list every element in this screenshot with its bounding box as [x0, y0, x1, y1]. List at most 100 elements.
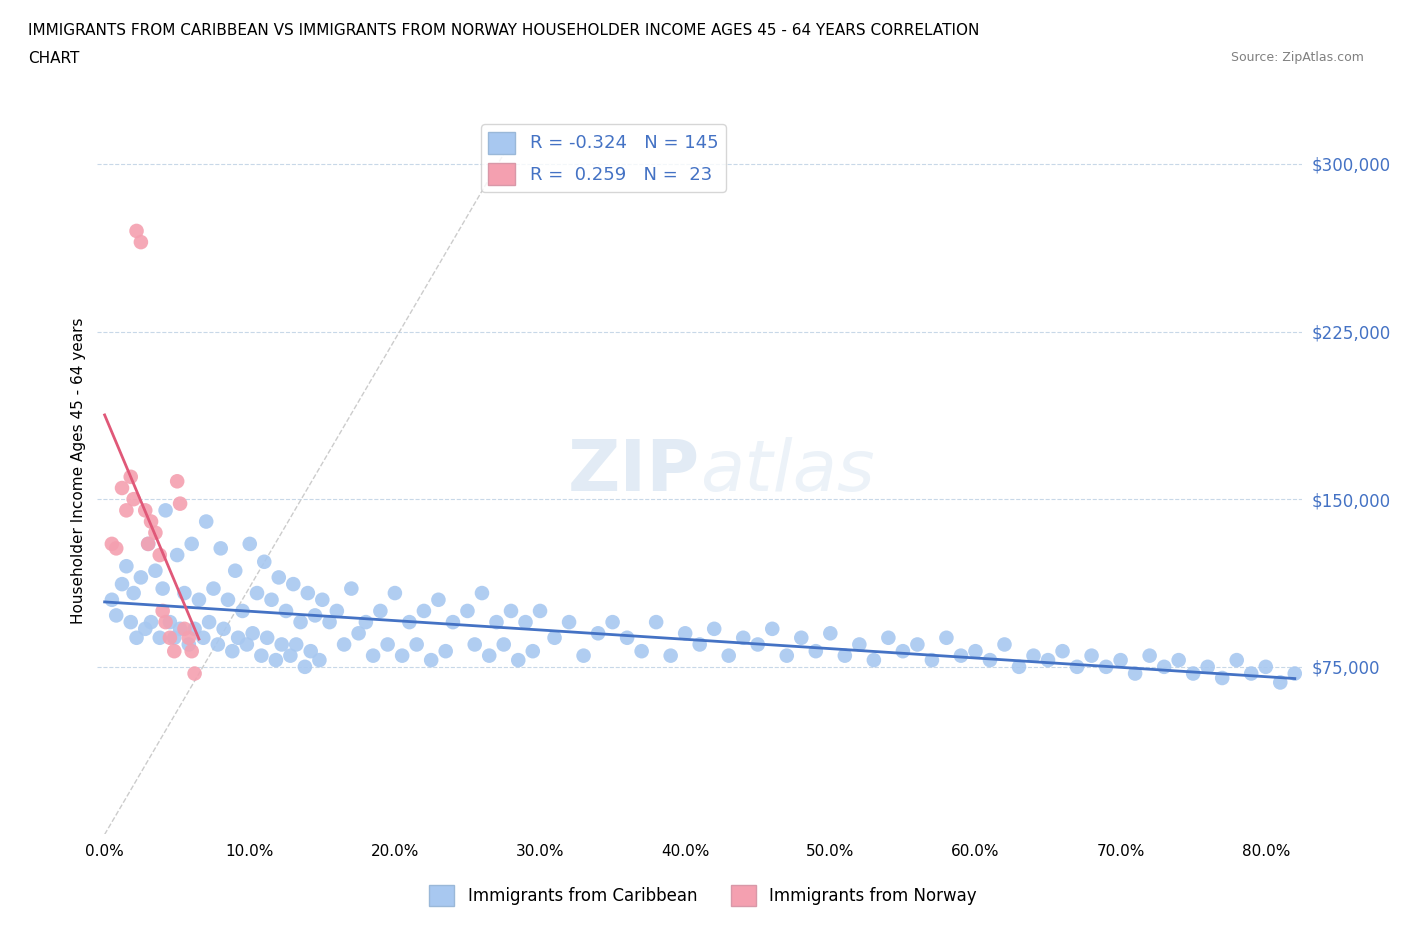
Point [543, 631, 565, 645]
Point [101, 537, 124, 551]
Point [260, 592, 283, 607]
Point [441, 615, 464, 630]
Point [1052, 644, 1074, 658]
Point [159, 615, 181, 630]
Point [217, 592, 239, 607]
Point [1022, 648, 1045, 663]
Point [405, 637, 427, 652]
Point [224, 564, 246, 578]
Point [877, 631, 900, 645]
Point [166, 474, 188, 489]
Point [420, 653, 443, 668]
Point [122, 492, 145, 507]
Point [304, 608, 326, 623]
Point [195, 514, 218, 529]
Text: ZIP: ZIP [568, 437, 700, 506]
Point [1254, 659, 1277, 674]
Point [1211, 671, 1233, 685]
Text: Source: ZipAtlas.com: Source: ZipAtlas.com [1230, 51, 1364, 64]
Point [177, 637, 200, 652]
Point [1197, 659, 1219, 674]
Point [159, 631, 181, 645]
Point [703, 621, 725, 636]
Point [689, 637, 711, 652]
Point [122, 586, 145, 601]
Point [105, 608, 128, 623]
Point [299, 644, 322, 658]
Point [166, 548, 188, 563]
Point [111, 577, 134, 591]
Point [1139, 648, 1161, 663]
Point [155, 615, 177, 630]
Point [1357, 693, 1379, 708]
Point [464, 637, 486, 652]
Point [1371, 704, 1393, 719]
Point [115, 503, 138, 518]
Point [209, 541, 232, 556]
Point [733, 631, 755, 645]
Point [134, 621, 156, 636]
Point [242, 626, 264, 641]
Point [152, 604, 174, 618]
Point [129, 570, 152, 585]
Point [326, 604, 349, 618]
Point [1008, 659, 1031, 674]
Point [180, 537, 202, 551]
Point [340, 581, 363, 596]
Point [120, 470, 142, 485]
Point [198, 615, 221, 630]
Point [508, 653, 530, 668]
Y-axis label: Householder Income Ages 45 - 64 years: Householder Income Ages 45 - 64 years [72, 318, 86, 624]
Point [485, 615, 508, 630]
Point [935, 631, 957, 645]
Point [370, 604, 392, 618]
Point [145, 564, 167, 578]
Point [115, 559, 138, 574]
Point [294, 659, 316, 674]
Point [163, 644, 186, 658]
Point [427, 592, 450, 607]
Point [308, 653, 330, 668]
Point [136, 537, 159, 551]
Text: atlas: atlas [700, 437, 875, 506]
Point [274, 604, 297, 618]
Point [921, 653, 943, 668]
Point [152, 581, 174, 596]
Point [499, 604, 522, 618]
Point [290, 615, 312, 630]
Point [354, 615, 377, 630]
Point [250, 648, 273, 663]
Point [111, 481, 134, 496]
Point [1153, 659, 1175, 674]
Point [283, 577, 305, 591]
Point [377, 637, 399, 652]
Point [231, 604, 253, 618]
Point [173, 621, 195, 636]
Point [177, 631, 200, 645]
Point [1327, 675, 1350, 690]
Point [747, 637, 769, 652]
Point [226, 631, 249, 645]
Point [188, 592, 211, 607]
Point [434, 644, 457, 658]
Point [236, 637, 259, 652]
Point [630, 644, 652, 658]
Point [586, 626, 609, 641]
Point [246, 586, 269, 601]
Point [193, 631, 215, 645]
Point [256, 631, 278, 645]
Point [136, 537, 159, 551]
Point [149, 548, 172, 563]
Point [183, 666, 205, 681]
Point [529, 604, 551, 618]
Point [1182, 666, 1205, 681]
Point [1095, 659, 1118, 674]
Point [270, 637, 292, 652]
Point [139, 514, 162, 529]
Point [848, 637, 870, 652]
Point [183, 621, 205, 636]
Point [1036, 653, 1059, 668]
Point [761, 621, 783, 636]
Point [834, 648, 856, 663]
Point [384, 586, 406, 601]
